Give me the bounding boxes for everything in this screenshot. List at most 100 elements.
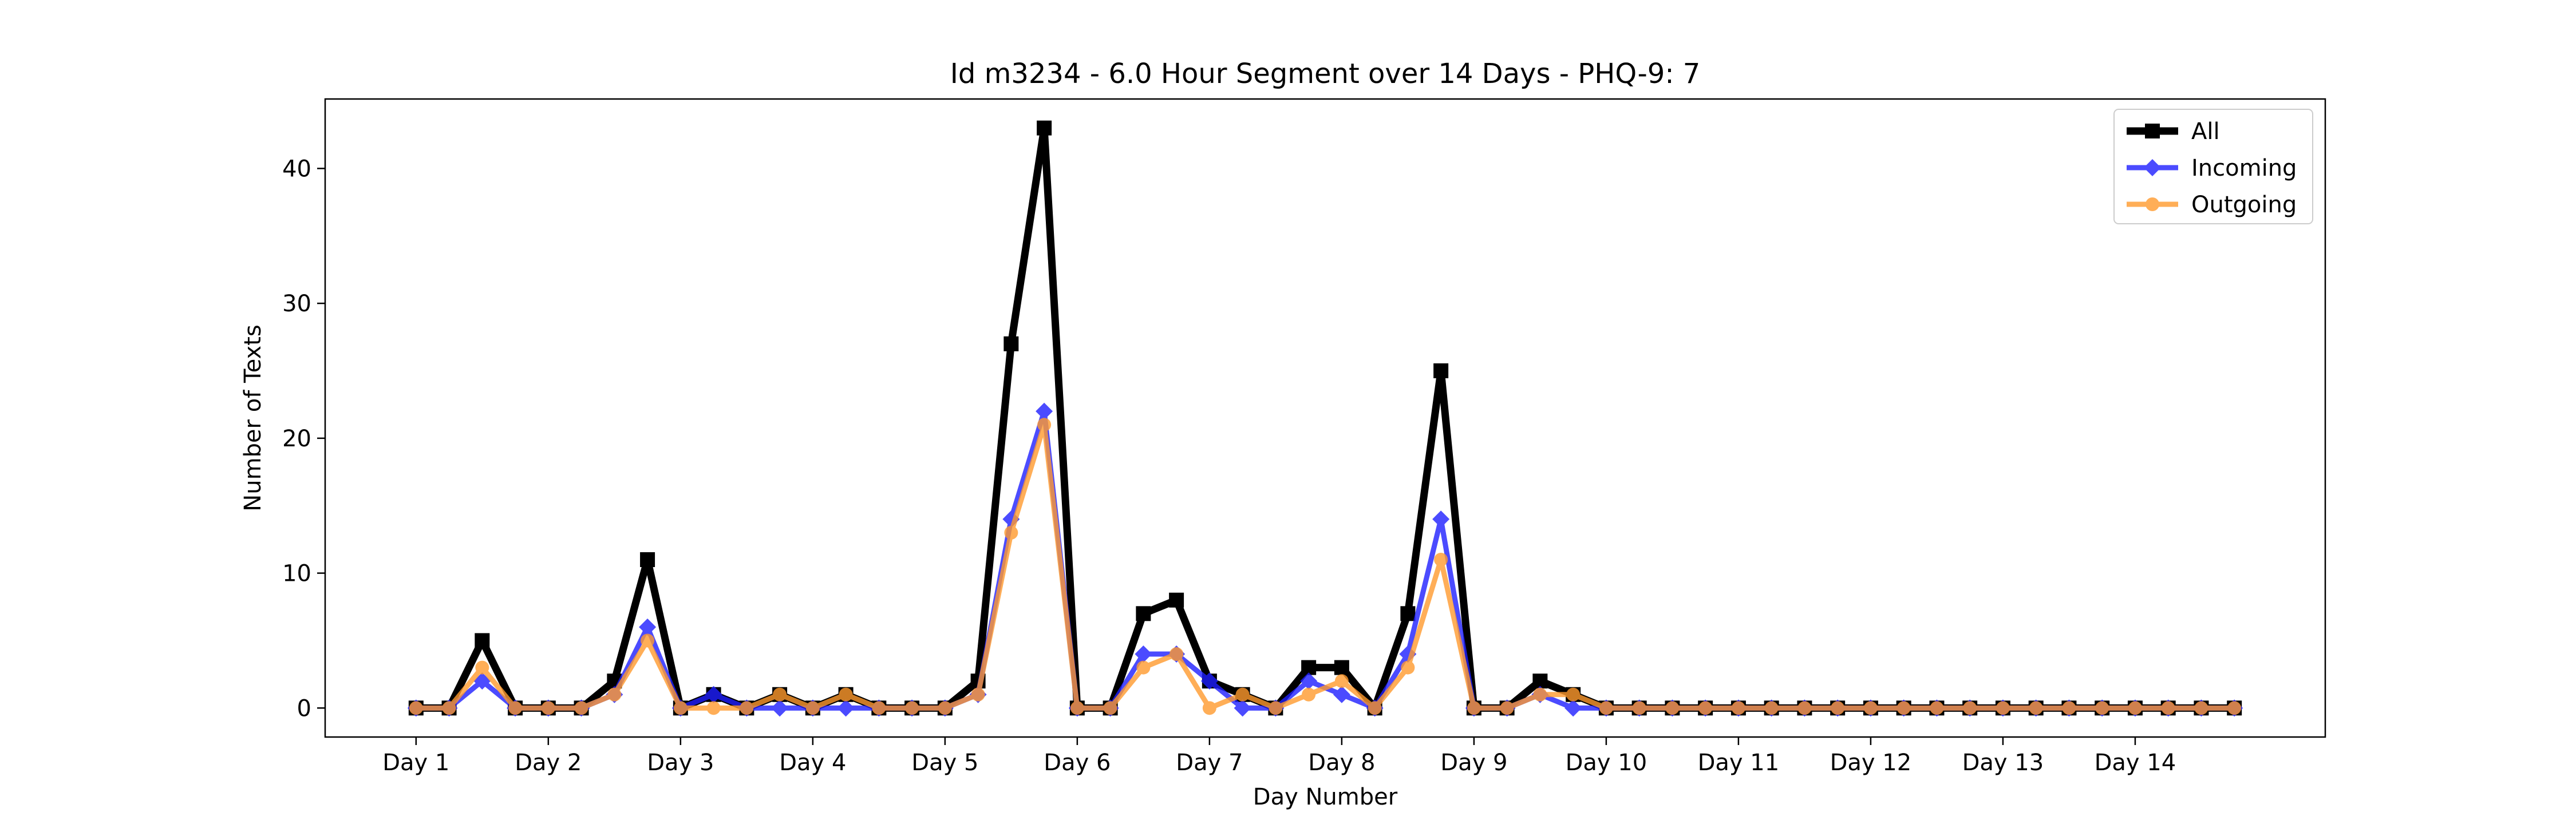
data-point-outgoing [1665,701,1680,715]
data-point-outgoing [1434,553,1448,567]
data-point-incoming [1432,510,1450,528]
x-tick-label: Day 13 [1962,750,2044,776]
chart-title: Id m3234 - 6.0 Hour Segment over 14 Days… [950,58,1701,90]
x-tick-label: Day 1 [382,750,449,776]
data-point-outgoing [706,701,721,715]
data-point-outgoing [1930,701,1944,715]
data-point-outgoing [1103,701,1117,715]
data-point-outgoing [409,701,423,715]
data-point-all [640,552,655,568]
data-point-outgoing [938,701,952,715]
data-point-incoming [1300,672,1318,690]
x-tick-label: Day 2 [515,750,582,776]
x-tick-label: Day 8 [1308,750,1375,776]
data-point-outgoing [1368,701,1382,715]
x-tick-label: Day 7 [1176,750,1243,776]
x-tick-label: Day 12 [1830,750,1912,776]
data-point-outgoing [2161,701,2175,715]
data-point-all [1136,606,1151,621]
data-point-outgoing [872,701,886,715]
data-point-outgoing [1797,701,1812,715]
data-point-outgoing [1037,418,1052,432]
y-tick-label: 30 [282,291,311,317]
data-point-outgoing [1136,660,1151,675]
data-point-all [1433,363,1449,378]
data-point-outgoing [1897,701,1911,715]
data-point-outgoing [1996,701,2010,715]
data-point-outgoing [1070,701,1084,715]
data-point-outgoing [1004,525,1018,540]
data-point-outgoing [1500,701,1514,715]
y-tick-label: 40 [282,156,311,182]
x-tick-label: Day 10 [1566,750,1647,776]
ticks-layer: 0 10 20 30 40 Day 1 Day 2 Day 3 Day 4 Day 5 Day 6 D… [282,156,2176,776]
x-tick-label: Day 9 [1440,750,1507,776]
data-point-outgoing [1599,701,1613,715]
plot-frame [324,98,2326,738]
data-point-incoming [1234,699,1251,717]
series-outgoing [409,418,2242,715]
data-point-outgoing [1401,660,1415,675]
data-point-outgoing [2128,701,2142,715]
data-point-incoming [705,686,722,703]
data-point-outgoing [1269,701,1283,715]
x-tick-label: Day 4 [779,750,846,776]
y-tick-label: 20 [282,426,311,452]
legend-item-incoming [2127,159,2178,176]
legend-swatch-marker [2146,197,2159,211]
legend-label-incoming: Incoming [2191,155,2297,181]
data-point-outgoing [1467,701,1481,715]
legend-item-outgoing [2127,197,2178,211]
data-point-outgoing [773,687,787,702]
data-point-outgoing [2227,701,2242,715]
data-point-outgoing [1334,674,1349,688]
series-layer [407,120,2243,717]
data-point-outgoing [607,687,622,702]
data-point-all [1334,660,1349,675]
legend-box [2113,109,2313,224]
data-point-outgoing [2062,701,2076,715]
data-point-incoming [837,699,855,717]
data-point-all [1169,592,1184,608]
data-point-outgoing [1533,687,1547,702]
data-point-outgoing [740,701,754,715]
data-point-outgoing [541,701,555,715]
data-point-outgoing [1202,701,1216,715]
x-tick-label: Day 5 [911,750,978,776]
y-tick-label: 0 [297,695,311,722]
data-point-outgoing [1235,687,1250,702]
data-point-incoming [1333,686,1350,703]
data-point-outgoing [508,701,523,715]
x-tick-label: Day 11 [1698,750,1780,776]
data-point-outgoing [1632,701,1646,715]
data-point-outgoing [1863,701,1878,715]
data-point-outgoing [574,701,588,715]
data-point-all [1400,606,1416,621]
y-axis-label: Number of Texts [240,324,266,511]
x-tick-label: Day 6 [1044,750,1111,776]
x-tick-label: Day 3 [647,750,714,776]
data-point-outgoing [1302,687,1316,702]
data-point-outgoing [475,660,489,675]
y-tick-label: 10 [282,561,311,587]
data-point-incoming [1200,672,1218,690]
legend-swatch-marker [2144,159,2161,176]
data-point-outgoing [905,701,919,715]
data-point-outgoing [1698,701,1713,715]
data-point-incoming [1036,402,1053,420]
data-point-outgoing [641,633,655,648]
legend: All Incoming Outgoing [2113,109,2313,224]
data-point-incoming [1564,699,1582,717]
data-point-outgoing [2095,701,2109,715]
legend-swatch-marker [2145,124,2160,138]
data-point-all [475,633,490,648]
data-point-outgoing [1831,701,1845,715]
data-point-outgoing [673,701,688,715]
data-point-outgoing [971,687,985,702]
data-point-all [1003,336,1019,351]
data-point-outgoing [839,687,853,702]
data-point-incoming [771,699,789,717]
x-axis-label: Day Number [1253,784,1398,810]
legend-item-all [2127,124,2178,138]
